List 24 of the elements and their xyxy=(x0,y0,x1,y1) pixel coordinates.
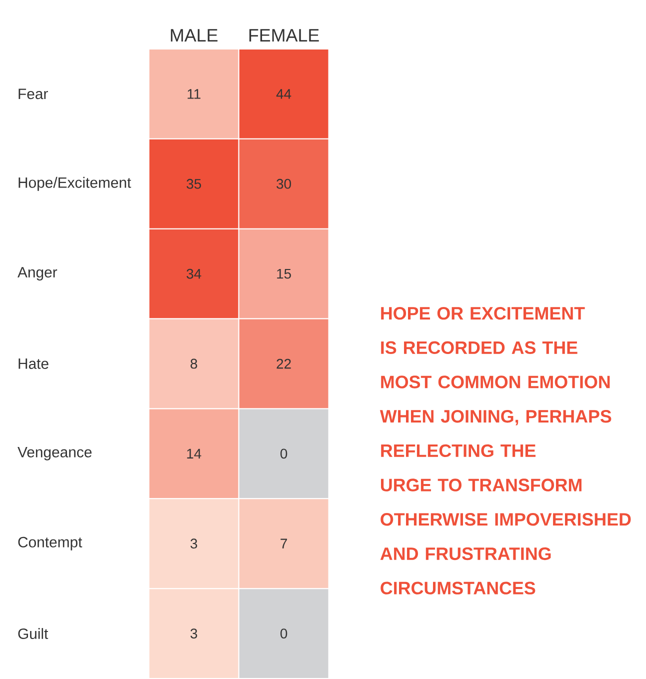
x-tick-label: FEMALE xyxy=(250,29,320,42)
data-label: 3 xyxy=(190,628,198,638)
y-tick-label: Guilt xyxy=(18,628,48,640)
data-label: 34 xyxy=(186,268,202,279)
y-tick-label: Hope/Excitement xyxy=(18,176,132,191)
y-tick-label: Vengeance xyxy=(18,446,92,460)
text: HOPE OR EXCITEMENT IS RECORDED AS THE MOST COMMON EMOTION WHEN JOINING, PERHAPS REFLECTING THE URGE TO TRANSFORM OTHERWISE IMPOVERISHED AND FRUSTRATING CIRCUMSTANCES xyxy=(380,306,631,594)
data-label: 3 xyxy=(190,538,198,549)
y-tick-label: Fear xyxy=(18,88,48,100)
data-label: 30 xyxy=(276,178,292,189)
data-label: 44 xyxy=(276,89,292,99)
data-label: 35 xyxy=(186,178,202,189)
y-tick-label: Anger xyxy=(18,267,58,280)
data-label: 0 xyxy=(280,448,288,459)
data-label: 11 xyxy=(188,89,201,99)
data-label: 15 xyxy=(277,268,292,279)
data-label: 7 xyxy=(280,538,288,548)
data-label: 14 xyxy=(187,448,202,458)
data-label: 0 xyxy=(280,628,288,638)
y-tick-label: Hate xyxy=(18,358,49,369)
data-label: 8 xyxy=(190,358,198,369)
x-tick-label: MALE xyxy=(171,29,218,42)
y-tick-label: Contempt xyxy=(18,536,82,550)
data-label: 22 xyxy=(276,358,292,369)
